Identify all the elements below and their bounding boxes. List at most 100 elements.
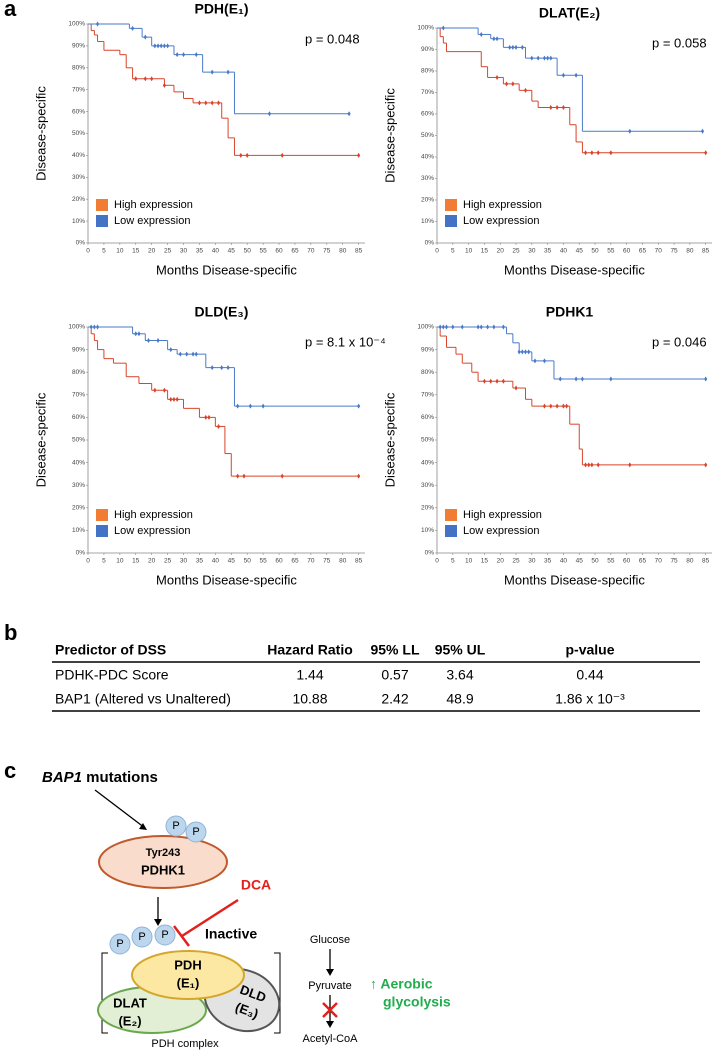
censor-mark: [134, 76, 138, 82]
x-tick-label: 50: [591, 248, 599, 255]
x-tick-label: 10: [116, 558, 124, 565]
x-tick-label: 60: [623, 248, 631, 255]
x-axis-label: Months Disease-specific: [156, 262, 297, 277]
censor-mark: [561, 72, 566, 78]
censor-mark: [609, 150, 613, 156]
censor-mark: [165, 43, 170, 49]
censor-mark: [489, 378, 493, 384]
y-tick-label: 60%: [421, 111, 434, 118]
x-tick-label: 25: [512, 558, 520, 565]
effect: ↑ Aerobic: [370, 976, 433, 992]
censor-mark: [438, 324, 442, 330]
x-tick-label: 55: [607, 558, 615, 565]
censor-mark: [357, 473, 361, 479]
censor-mark: [590, 462, 594, 468]
censor-mark: [236, 473, 240, 479]
censor-mark: [527, 349, 531, 355]
km-chart: PDHK1 p = 0.046 Months Disease-specific Dis…: [382, 304, 712, 587]
p-value: p = 0.058: [652, 35, 707, 50]
x-tick-label: 25: [164, 558, 172, 565]
legend-label: Low expression: [114, 525, 190, 537]
censor-mark: [267, 111, 272, 117]
x-tick-label: 5: [102, 558, 106, 565]
censor-mark: [441, 324, 445, 330]
censor-mark: [175, 396, 179, 402]
table-cell: BAP1 (Altered vs Unaltered): [55, 691, 231, 707]
censor-mark: [628, 128, 632, 134]
phospho: [109, 933, 131, 955]
table-cell: 3.64: [446, 667, 473, 683]
x-tick-label: 35: [544, 558, 552, 565]
arrowhead: [154, 919, 162, 926]
x-tick-label: 60: [623, 558, 631, 565]
censor-mark: [159, 43, 163, 49]
censor-mark: [357, 152, 361, 158]
arrow: [94, 789, 146, 829]
y-tick-label: 30%: [72, 174, 85, 181]
p-value: p = 0.048: [305, 31, 360, 46]
censor-mark: [596, 150, 600, 156]
censor-mark: [564, 403, 569, 409]
phospho: [165, 815, 187, 837]
censor-mark: [479, 31, 483, 37]
censor-mark: [204, 414, 208, 420]
chart-title: DLAT(E₂): [539, 5, 600, 21]
censor-mark: [536, 55, 540, 61]
censor-mark: [495, 74, 499, 80]
y-tick-label: 50%: [72, 437, 85, 444]
x-tick-label: 30: [180, 248, 188, 255]
censor-mark: [504, 81, 509, 87]
censor-mark: [347, 111, 351, 117]
legend-swatch: [445, 215, 457, 227]
y-tick-label: 40%: [421, 459, 434, 466]
censor-mark: [92, 324, 96, 330]
censor-mark: [704, 462, 708, 468]
y-tick-label: 0%: [76, 240, 86, 247]
table-cell: 10.88: [292, 691, 327, 707]
censor-mark: [511, 44, 515, 50]
censor-mark: [248, 403, 252, 409]
y-tick-label: 10%: [72, 218, 85, 225]
x-tick-label: 20: [497, 558, 505, 565]
x-axis-label: Months Disease-specific: [504, 262, 645, 277]
legend-swatch: [445, 525, 457, 537]
x-tick-label: 70: [655, 248, 663, 255]
y-tick-label: 80%: [421, 68, 434, 75]
inhibitor: DCA: [241, 877, 271, 893]
dlat-sub: (E₂): [118, 1013, 141, 1028]
x-tick-label: 70: [307, 558, 315, 565]
p-value: p = 0.046: [652, 334, 707, 349]
x-tick-label: 75: [323, 248, 331, 255]
censor-mark: [451, 324, 455, 330]
censor-mark: [533, 358, 537, 364]
legend-label: High expression: [114, 199, 193, 211]
censor-mark: [181, 52, 186, 58]
y-tick-label: 80%: [72, 369, 85, 376]
censor-mark: [558, 376, 562, 382]
x-tick-label: 10: [465, 558, 473, 565]
x-tick-label: 5: [102, 248, 106, 255]
x-axis-label: Months Disease-specific: [504, 572, 645, 587]
censor-mark: [95, 21, 100, 27]
metabolite: Glucose: [310, 934, 350, 946]
x-tick-label: 25: [512, 248, 520, 255]
censor-mark: [514, 385, 518, 391]
bracket: [101, 952, 281, 1034]
censor-mark: [226, 69, 230, 75]
y-tick-label: 70%: [72, 392, 85, 399]
y-tick-label: 50%: [421, 437, 434, 444]
legend-label: Low expression: [463, 525, 539, 537]
censor-mark: [216, 100, 221, 106]
x-tick-label: 20: [148, 558, 156, 565]
x-tick-label: 0: [435, 558, 439, 565]
y-tick-label: 70%: [421, 392, 434, 399]
x-tick-label: 15: [132, 558, 140, 565]
x-axis-label: Months Disease-specific: [156, 572, 297, 587]
censor-mark: [444, 324, 449, 330]
x-tick-label: 85: [702, 558, 710, 565]
censor-mark: [239, 152, 243, 158]
y-tick-label: 80%: [72, 65, 85, 72]
censor-mark: [242, 473, 246, 479]
censor-mark: [207, 414, 211, 420]
